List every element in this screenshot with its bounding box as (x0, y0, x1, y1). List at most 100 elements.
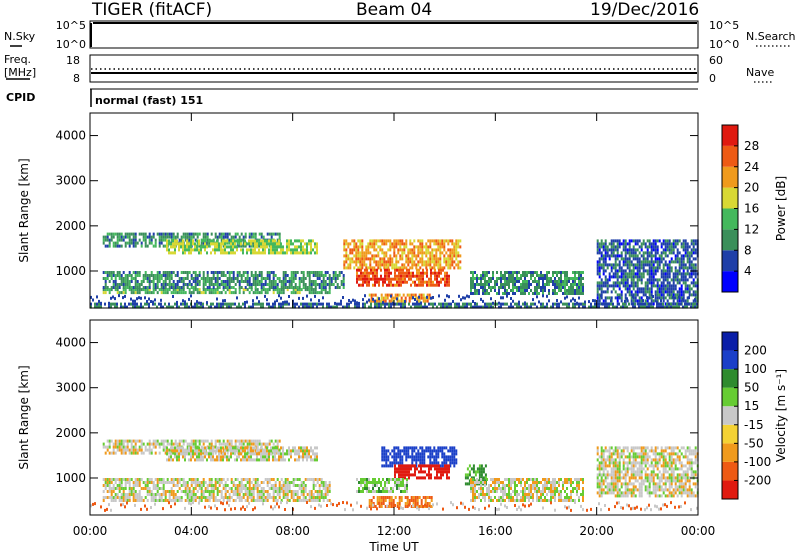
heatmap-cell (634, 305, 636, 309)
heatmap-cell (488, 280, 490, 283)
heatmap-cell (182, 449, 184, 453)
heatmap-cell (272, 286, 275, 289)
heatmap-cell (371, 242, 374, 246)
heatmap-cell (240, 499, 243, 502)
heatmap-cell (194, 288, 197, 292)
heatmap-cell (620, 296, 623, 300)
heatmap-cell (484, 305, 486, 309)
heatmap-cell (196, 439, 199, 443)
heatmap-cell (210, 490, 213, 493)
heatmap-cell (648, 239, 651, 243)
heatmap-cell (606, 290, 609, 294)
heatmap-cell (106, 484, 109, 487)
heatmap-cell (592, 305, 594, 309)
heatmap-cell (518, 300, 520, 304)
heatmap-cell (472, 277, 474, 280)
heatmap-cell (478, 283, 480, 286)
heatmap-cell (451, 248, 454, 252)
heatmap-cell (439, 254, 442, 258)
heatmap-cell (546, 277, 548, 280)
heatmap-cell (518, 286, 520, 289)
heatmap-cell (580, 280, 582, 283)
heatmap-cell (256, 291, 259, 295)
heatmap-cell (310, 478, 313, 481)
heatmap-cell (536, 295, 538, 299)
heatmap-cell (108, 301, 110, 305)
heatmap-cell (124, 451, 127, 455)
heatmap-cell (202, 291, 205, 295)
heatmap-cell (688, 260, 691, 264)
heatmap-cell (692, 302, 694, 306)
heatmap-cell (186, 305, 188, 309)
heatmap-cell (646, 290, 649, 294)
heatmap-cell (594, 305, 596, 309)
heatmap-cell (436, 271, 438, 275)
heatmap-cell (188, 458, 190, 462)
heatmap-cell (356, 305, 358, 309)
heatmap-cell (616, 263, 619, 267)
heatmap-cell (412, 280, 414, 284)
heatmap-cell (310, 493, 313, 496)
heatmap-cell (148, 232, 151, 236)
heatmap-cell (208, 280, 211, 283)
heatmap-cell (234, 493, 237, 496)
heatmap-cell (112, 241, 115, 245)
heatmap-cell (186, 239, 188, 243)
heatmap-cell (146, 302, 148, 306)
heatmap-cell (144, 238, 147, 242)
heatmap-cell (134, 484, 137, 487)
heatmap-cell (604, 299, 607, 303)
heatmap-cell (556, 274, 558, 277)
heatmap-cell (453, 266, 456, 270)
heatmap-cell (316, 493, 319, 496)
heatmap-cell (160, 288, 163, 292)
heatmap-cell (542, 305, 544, 309)
heatmap-cell (326, 283, 329, 286)
heatmap-cell (622, 263, 625, 267)
heatmap-cell (194, 280, 197, 283)
heatmap-cell (106, 481, 109, 484)
heatmap-cell (194, 274, 197, 277)
heatmap-cell (692, 272, 695, 276)
heatmap-cell (126, 286, 129, 289)
heatmap-cell (338, 271, 341, 274)
heatmap-cell (407, 251, 410, 255)
heatmap-cell (122, 451, 125, 455)
heatmap-cell (252, 490, 255, 493)
heatmap-cell (654, 254, 657, 258)
heatmap-cell (270, 242, 272, 246)
heatmap-cell (434, 283, 436, 287)
heatmap-cell (214, 288, 217, 292)
heatmap-cell (252, 452, 254, 456)
heatmap-cell (578, 292, 580, 295)
heatmap-cell (370, 293, 373, 297)
heatmap-cell (158, 271, 161, 274)
heatmap-cell (385, 254, 388, 258)
heatmap-cell (566, 283, 568, 286)
heatmap-cell (260, 280, 263, 283)
heatmap-cell (383, 257, 386, 261)
heatmap-cell (670, 278, 673, 282)
heatmap-cell (526, 286, 528, 289)
heatmap-cell (194, 445, 197, 449)
heatmap-cell (660, 272, 663, 276)
heatmap-cell (389, 260, 392, 264)
heatmap-cell (206, 439, 209, 443)
heatmap-cell (425, 248, 428, 252)
heatmap-cell (120, 291, 123, 295)
heatmap-cell (630, 302, 633, 306)
heatmap-cell (154, 298, 156, 302)
heatmap-cell (200, 241, 203, 245)
heatmap-cell (134, 280, 137, 283)
heatmap-cell (254, 239, 256, 243)
heatmap-cell (612, 245, 615, 249)
heatmap-cell (560, 277, 562, 280)
heatmap-cell (254, 286, 257, 289)
heatmap-cell (246, 283, 249, 286)
heatmap-cell (642, 260, 645, 264)
heatmap-cell (397, 251, 400, 255)
heatmap-cell (357, 248, 360, 252)
heatmap-cell (670, 245, 673, 249)
heatmap-cell (684, 299, 687, 303)
heatmap-cell (282, 305, 284, 309)
